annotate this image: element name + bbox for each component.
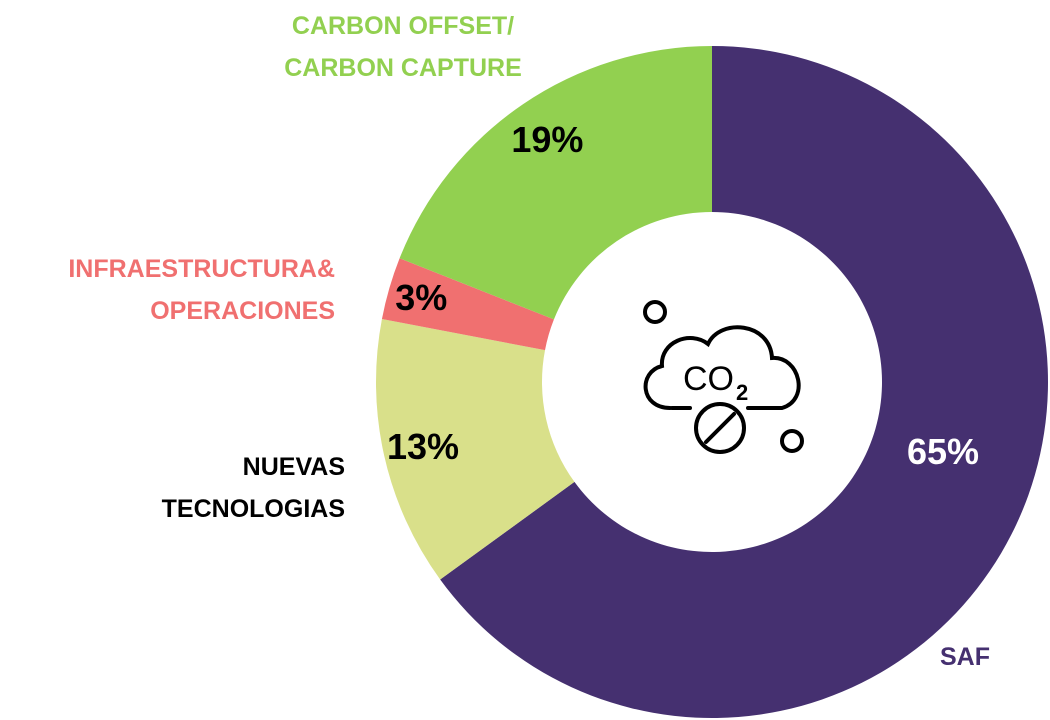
icon-subscript: 2	[736, 380, 748, 405]
category-label: CARBON OFFSET/ CARBON CAPTURE	[284, 12, 522, 82]
donut-slice	[376, 319, 575, 580]
category-label: SAF	[940, 643, 990, 671]
icon-text: CO	[683, 360, 734, 398]
donut-slice	[381, 258, 554, 351]
value-label: 65%	[906, 431, 980, 472]
value-label: 13%	[386, 425, 459, 467]
co2-icon: CO 2	[643, 300, 804, 454]
donut-slice	[399, 46, 712, 320]
category-label: INFRAESTRUCTURA& OPERACIONES	[68, 255, 335, 325]
value-label: 3%	[395, 276, 448, 318]
category-label: NUEVAS TECNOLOGIAS	[161, 453, 345, 523]
value-label: 19%	[511, 118, 584, 160]
donut-slice	[440, 46, 1048, 718]
